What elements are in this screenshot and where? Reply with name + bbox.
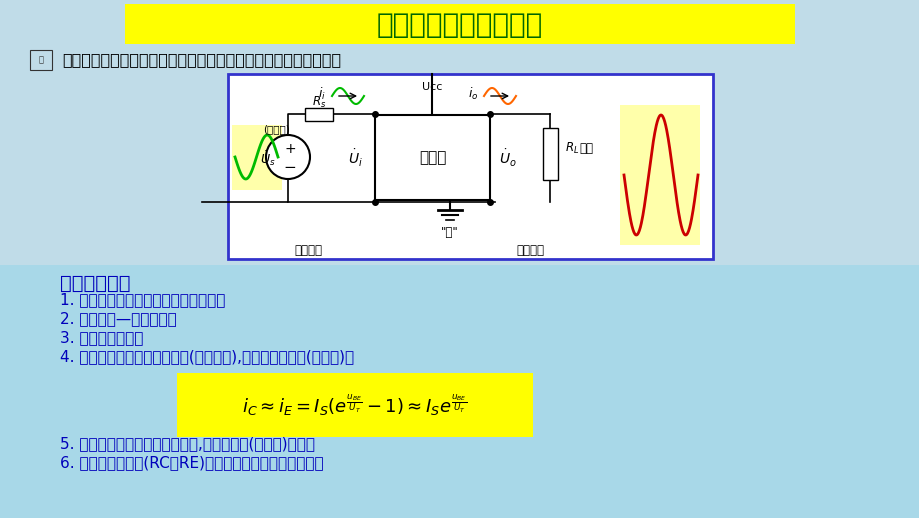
Text: $R_s$: $R_s$ (312, 94, 326, 109)
Text: 1. 要有控制元件：晶体管或场效应管；: 1. 要有控制元件：晶体管或场效应管； (60, 293, 225, 308)
Text: 6. 要有一定的负载(RC或RE)，将变化电流转为变化电压。: 6. 要有一定的负载(RC或RE)，将变化电流转为变化电压。 (60, 455, 323, 470)
Text: $i_i$: $i_i$ (318, 86, 325, 102)
Bar (375, 115, 490, 200)
Text: 3. 偏置在放大区；: 3. 偏置在放大区； (60, 330, 143, 346)
Text: (信号源): (信号源) (263, 124, 289, 134)
FancyBboxPatch shape (228, 74, 712, 259)
Text: 晶: 晶 (39, 55, 43, 65)
Text: 放大器: 放大器 (418, 150, 446, 165)
Text: 负载: 负载 (578, 141, 593, 154)
FancyBboxPatch shape (0, 0, 919, 270)
Text: −: − (283, 160, 296, 175)
Text: 2. 要有电源—提供能量；: 2. 要有电源—提供能量； (60, 311, 176, 326)
Text: $\dot{U}_s$: $\dot{U}_s$ (260, 150, 276, 168)
Text: $R_L$: $R_L$ (564, 140, 579, 155)
Text: $\dot{U}_o$: $\dot{U}_o$ (498, 148, 516, 168)
Text: 输出端口: 输出端口 (516, 243, 543, 256)
Text: "地": "地" (440, 226, 459, 239)
Text: 放大器条件：: 放大器条件： (60, 274, 130, 293)
FancyBboxPatch shape (232, 125, 282, 190)
Text: 5. 信号可从集电极或发射极输出,不可从基极(或栅极)输出；: 5. 信号可从集电极或发射极输出,不可从基极(或栅极)输出； (60, 437, 314, 452)
Text: 基本放大器通常是指由一个晶体管或场效应管构成的单级放大器。: 基本放大器通常是指由一个晶体管或场效应管构成的单级放大器。 (62, 52, 341, 67)
Text: $i_C \approx i_E = I_S(e^{\frac{u_{BE}}{U_T}}-1) \approx I_S e^{\frac{u_{BE}}{U_: $i_C \approx i_E = I_S(e^{\frac{u_{BE}}{… (243, 392, 467, 418)
Text: Ucc: Ucc (421, 82, 442, 92)
Text: 基本放大器的组成原则: 基本放大器的组成原则 (377, 11, 542, 39)
FancyBboxPatch shape (176, 373, 532, 437)
Text: $i_o$: $i_o$ (467, 86, 478, 102)
FancyBboxPatch shape (125, 4, 794, 44)
Text: 4. 待放大信号一定加在发射结(或栅源结),不可加到集电极(或漏极)；: 4. 待放大信号一定加在发射结(或栅源结),不可加到集电极(或漏极)； (60, 350, 354, 365)
Circle shape (266, 135, 310, 179)
Text: $\dot{U}_i$: $\dot{U}_i$ (347, 148, 362, 168)
Bar (305, 108, 333, 121)
Text: 输入端口: 输入端口 (294, 243, 322, 256)
Bar (30, 50, 52, 70)
Text: +: + (284, 142, 296, 156)
FancyBboxPatch shape (619, 105, 699, 245)
FancyBboxPatch shape (0, 265, 919, 518)
Bar (542, 128, 558, 180)
